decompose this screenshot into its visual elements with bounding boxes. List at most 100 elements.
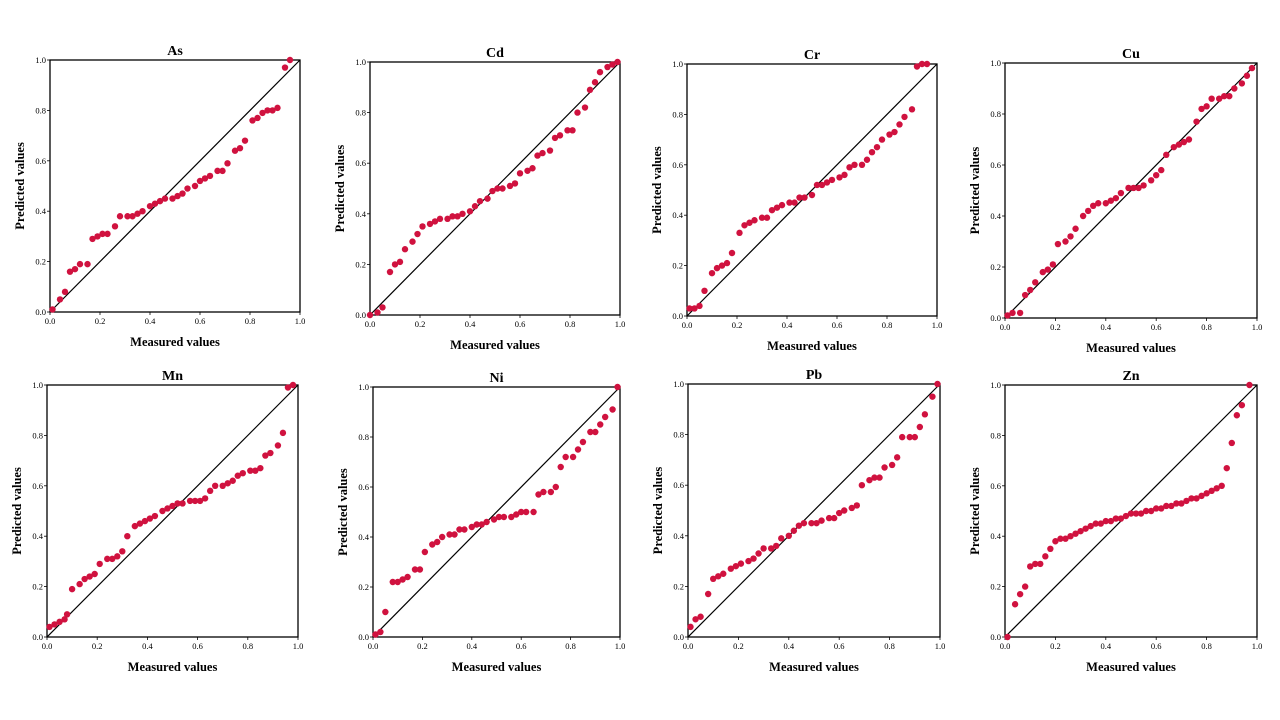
data-point: [524, 167, 531, 174]
data-point: [1095, 200, 1102, 207]
data-point: [156, 197, 164, 205]
data-point: [1102, 200, 1110, 207]
x-tick-label: 1.0: [615, 641, 626, 651]
data-point: [929, 393, 936, 400]
data-point: [581, 104, 589, 111]
data-point: [191, 182, 199, 190]
data-point: [529, 165, 536, 172]
data-point: [1147, 507, 1155, 515]
data-point: [1125, 184, 1132, 192]
data-point: [767, 545, 775, 552]
data-point: [372, 631, 379, 638]
data-point: [129, 213, 136, 220]
y-tick-label: 0.2: [990, 262, 1001, 272]
data-point: [853, 502, 861, 509]
data-point: [863, 156, 871, 163]
data-point: [891, 128, 898, 136]
y-tick-label: 0.2: [990, 582, 1001, 592]
y-tick-label: 0.6: [672, 160, 683, 170]
data-point: [269, 107, 276, 114]
data-point: [534, 152, 541, 159]
data-point: [911, 433, 918, 441]
data-point: [191, 497, 199, 505]
data-point: [1132, 510, 1140, 517]
data-point: [1049, 261, 1057, 268]
data-point: [116, 213, 124, 220]
plot-frame-mn: [46, 384, 299, 638]
x-axis-label-cu: Measured values: [1086, 341, 1176, 355]
x-tick-label: 0.2: [733, 641, 744, 651]
data-point: [760, 545, 767, 552]
chart-title-cd: Cd: [486, 46, 504, 61]
data-point: [1243, 72, 1251, 79]
data-point: [1218, 482, 1225, 489]
data-point: [1216, 95, 1223, 102]
y-tick-label: 0.6: [32, 481, 43, 491]
x-tick-label: 0.6: [515, 319, 526, 329]
data-point: [813, 181, 821, 189]
y-tick-label: 1.0: [358, 382, 369, 392]
data-point: [511, 180, 519, 187]
data-point: [1072, 225, 1079, 232]
plot-frame-cr: [686, 63, 938, 317]
data-point: [614, 58, 621, 66]
data-point: [522, 508, 530, 516]
data-point: [768, 206, 776, 214]
data-point: [1238, 401, 1246, 409]
data-point: [184, 185, 191, 192]
data-point: [409, 238, 416, 245]
data-point: [609, 61, 616, 68]
x-tick-label: 0.0: [365, 319, 376, 329]
data-point: [614, 383, 621, 391]
y-tick-label: 0.2: [35, 257, 46, 267]
data-point: [196, 177, 204, 185]
chart-title-as: As: [167, 44, 183, 59]
data-point: [686, 305, 693, 312]
panel-cr: Cr 0.00.0 0.2 0.2 0.4 0.4 0.6 0.6 0.8 0.8 1.0 1.0 Me…: [650, 48, 942, 353]
data-point: [750, 555, 757, 562]
data-point: [687, 623, 694, 631]
data-point: [728, 249, 736, 257]
panel-as: As 0.00.0 0.2 0.2 0.4 0.4 0.6 0.6 0.8 0.8 1.0 1.0 Me…: [13, 44, 305, 349]
data-point: [1016, 590, 1024, 598]
y-tick-label: 0.6: [355, 158, 366, 168]
data-point: [386, 268, 394, 276]
data-point: [56, 296, 64, 303]
data-point: [773, 204, 781, 211]
data-point: [391, 261, 399, 268]
y-axis-label-cd: Predicted values: [333, 145, 347, 233]
data-point: [808, 191, 816, 199]
data-point: [494, 185, 501, 192]
data-point: [468, 523, 475, 531]
y-tick-label: 0.8: [673, 430, 684, 440]
data-point: [818, 517, 825, 524]
y-tick-label: 0.4: [673, 531, 684, 541]
data-point: [1021, 583, 1029, 590]
data-point: [1042, 553, 1049, 560]
data-point: [89, 235, 96, 243]
data-point: [1158, 166, 1165, 174]
data-point: [596, 68, 604, 76]
data-point: [1062, 535, 1069, 542]
x-tick-label: 0.2: [415, 319, 426, 329]
data-point: [609, 406, 616, 413]
data-point: [1168, 502, 1175, 510]
x-axis-label-cd: Measured values: [450, 338, 540, 352]
y-tick-label: 0.8: [355, 108, 366, 118]
data-point: [551, 134, 559, 142]
data-point: [841, 171, 848, 179]
y-tick-label: 0.4: [990, 211, 1001, 221]
data-point: [1054, 240, 1062, 248]
data-point: [1158, 505, 1165, 512]
data-point: [394, 578, 401, 586]
data-point: [436, 215, 444, 223]
data-point: [114, 553, 121, 560]
data-point: [569, 453, 577, 461]
data-point: [1153, 172, 1160, 179]
x-tick-label: 1.0: [932, 320, 943, 330]
data-point: [146, 515, 154, 522]
data-point: [1193, 118, 1200, 125]
data-point: [201, 495, 209, 502]
data-point: [71, 265, 79, 273]
data-point: [737, 560, 745, 567]
